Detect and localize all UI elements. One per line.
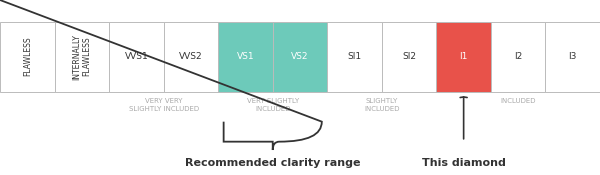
Text: VVS2: VVS2 — [179, 52, 203, 61]
Text: I3: I3 — [569, 52, 577, 61]
Text: VERY SLIGHTLY
INCLUDED: VERY SLIGHTLY INCLUDED — [247, 98, 299, 112]
Text: VS1: VS1 — [236, 52, 254, 61]
Bar — [55, 22, 109, 92]
Text: SI1: SI1 — [347, 52, 362, 61]
Bar — [382, 22, 436, 92]
Text: INTERNALLY
FLAWLESS: INTERNALLY FLAWLESS — [72, 34, 92, 80]
Bar — [109, 22, 164, 92]
Bar — [545, 22, 600, 92]
Text: Recommended clarity range: Recommended clarity range — [185, 158, 361, 168]
Bar — [218, 22, 273, 92]
Text: This diamond: This diamond — [422, 158, 506, 168]
Bar — [327, 22, 382, 92]
Text: SI2: SI2 — [402, 52, 416, 61]
Bar — [164, 22, 218, 92]
Text: VS2: VS2 — [291, 52, 309, 61]
Text: FLAWLESS: FLAWLESS — [23, 37, 32, 76]
Bar — [0, 22, 55, 92]
Text: SLIGHTLY
INCLUDED: SLIGHTLY INCLUDED — [364, 98, 400, 112]
Bar — [436, 22, 491, 92]
Text: VVS1: VVS1 — [124, 52, 148, 61]
Text: INCLUDED: INCLUDED — [500, 98, 536, 104]
Text: VERY VERY
SLIGHTLY INCLUDED: VERY VERY SLIGHTLY INCLUDED — [128, 98, 199, 112]
Bar — [491, 22, 545, 92]
Text: I2: I2 — [514, 52, 523, 61]
Bar — [273, 22, 327, 92]
Text: I1: I1 — [460, 52, 468, 61]
